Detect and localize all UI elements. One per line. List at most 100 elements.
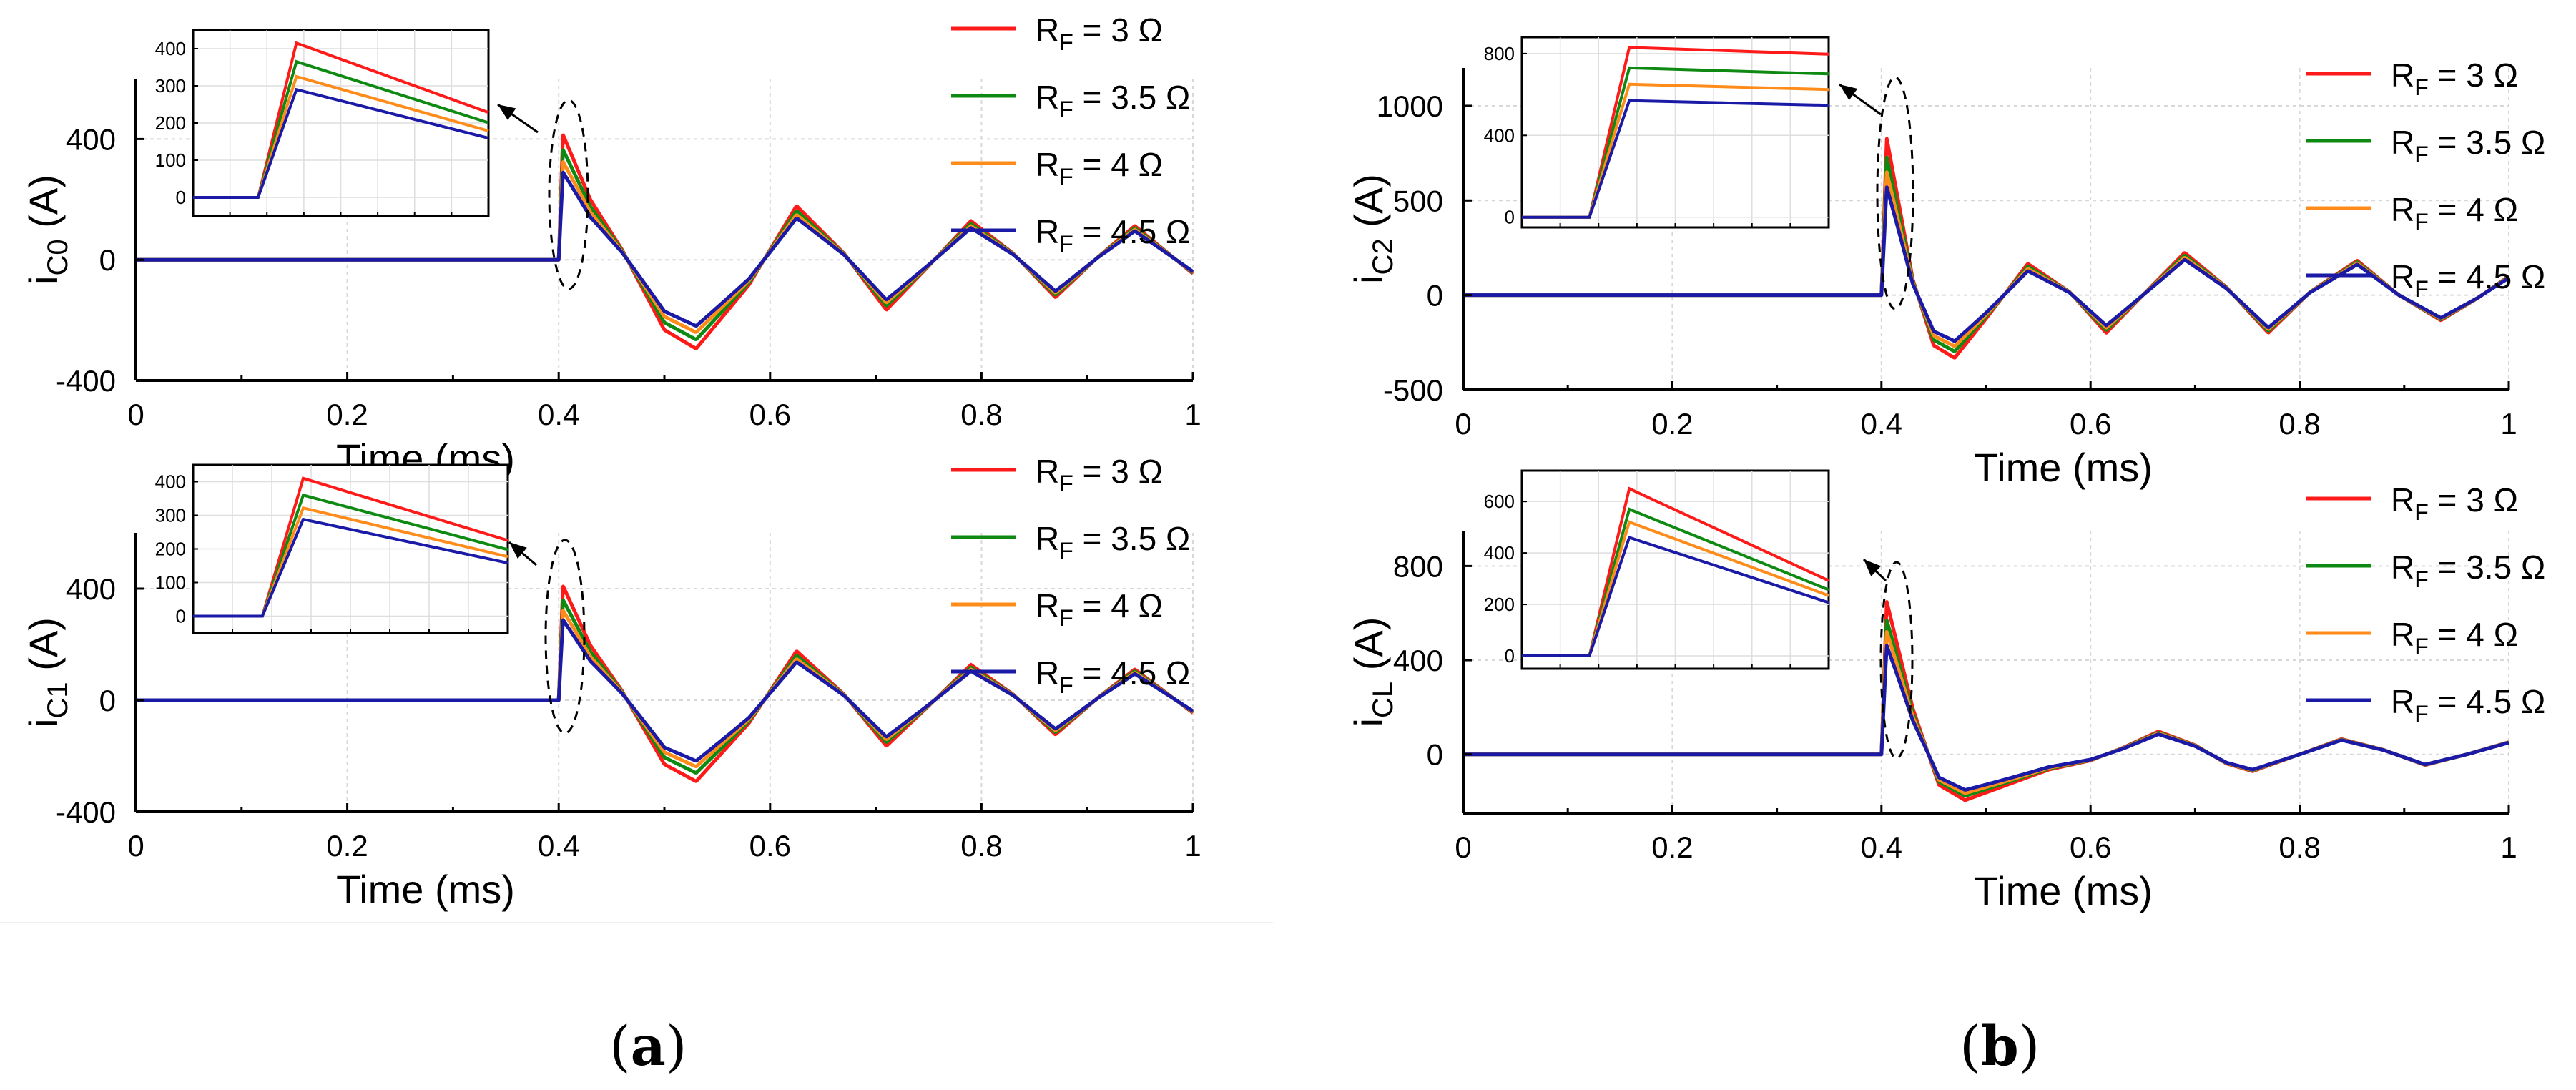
legend: RF = 3 ΩRF = 3.5 ΩRF = 4 ΩRF = 4.5 Ω — [2306, 57, 2545, 302]
legend-item: RF = 4 Ω — [951, 587, 1163, 631]
y-axis-label-sub: C1 — [42, 682, 74, 718]
zoom-arrow-head — [498, 104, 516, 120]
legend-value: = 4.5 Ω — [2429, 258, 2546, 295]
y-axis-label-unit: (A) — [1346, 174, 1391, 238]
y-axis-label-main: i — [21, 718, 66, 727]
inset-y-tick-label: 400 — [155, 38, 186, 59]
series-line — [136, 609, 1194, 768]
legend-item: RF = 3.5 Ω — [951, 79, 1190, 122]
y-tick-label: 400 — [66, 572, 116, 606]
legend: RF = 3 Ω RF = 3.5 Ω RF = 4 Ω RF = 4.5 Ω — [2306, 481, 2545, 727]
x-tick-label: 0 — [1455, 830, 1471, 864]
zoom-arrow-head — [509, 542, 527, 559]
legend-label: RF = 3 Ω — [2391, 481, 2518, 525]
legend-label: RF = 3.5 Ω — [2391, 124, 2545, 167]
legend-label: RF = 4.5 Ω — [2391, 683, 2545, 727]
legend-value: = 4.5 Ω — [1073, 213, 1191, 250]
inset-y-tick-label: 400 — [1484, 542, 1515, 564]
x-tick-label: 1 — [1184, 398, 1201, 431]
y-axis-label-main: i — [1346, 275, 1391, 283]
chart-iCL: 0 0.2 0.4 0.6 0.8 1 0 400 800 Time (ms) iCL (A) 0 20… — [1346, 469, 2545, 913]
legend-symbol: R — [1036, 79, 1059, 116]
x-axis-label: Time (ms) — [1974, 445, 2153, 490]
legend-subscript: F — [2414, 74, 2429, 100]
x-tick-label: 0.8 — [2278, 830, 2320, 864]
x-tick-label: 0.2 — [326, 398, 368, 431]
inset-series-line — [193, 517, 508, 618]
x-tick-label: 0.4 — [1861, 407, 1902, 441]
legend-label: RF = 3.5 Ω — [2391, 549, 2545, 592]
legend-subscript: F — [1059, 29, 1073, 55]
legend-label: RF = 3.5 Ω — [1036, 79, 1190, 122]
inset-y-tick-label: 800 — [1484, 43, 1515, 64]
legend-symbol: R — [1036, 587, 1059, 624]
inset-y-tick-label: 200 — [155, 539, 186, 560]
y-tick-label: 0 — [1427, 738, 1443, 772]
inset-iC1: 0 100 200 300 400 — [155, 463, 509, 634]
inset-series-line — [1522, 99, 1829, 219]
legend-symbol: R — [1036, 520, 1059, 557]
legend-value: = 3 Ω — [1073, 453, 1163, 490]
legend-subscript: F — [1059, 538, 1073, 564]
legend-symbol: R — [2391, 258, 2414, 295]
inset-iC2: 0 400 800 — [1484, 36, 1830, 229]
y-axis-label-unit: (A) — [21, 617, 66, 682]
inset-y-tick-label: 200 — [1484, 594, 1515, 615]
legend-value: = 4.5 Ω — [2429, 683, 2546, 720]
y-axis-label: iC1 (A) — [21, 617, 74, 727]
x-tick-label: 0.6 — [2070, 407, 2111, 441]
y-tick-label: 0 — [99, 684, 116, 717]
legend-subscript: F — [1059, 231, 1073, 257]
y-axis-label-unit: (A) — [1346, 617, 1391, 682]
x-tick-label: 0 — [127, 398, 144, 431]
zoom-arrow-head — [1839, 84, 1858, 101]
legend-item: RF = 4.5 Ω — [951, 654, 1190, 698]
inset-y-tick-label: 0 — [176, 606, 186, 627]
y-tick-label: -400 — [56, 795, 116, 829]
legend: RF = 3 ΩRF = 3.5 ΩRF = 4 ΩRF = 4.5 Ω — [951, 453, 1190, 698]
legend-subscript: F — [2414, 701, 2429, 727]
legend-label: RF = 4 Ω — [1036, 587, 1163, 631]
y-axis-label-sub: CL — [1367, 682, 1399, 718]
series-line — [136, 170, 1194, 328]
series-group — [1463, 137, 2510, 360]
y-axis-label: iC2 (A) — [1346, 174, 1399, 284]
y-tick-label: -500 — [1383, 373, 1443, 407]
legend-value: = 4.5 Ω — [1073, 654, 1191, 692]
series-line — [1463, 644, 2510, 792]
x-tick-label: 0.4 — [1861, 830, 1902, 864]
x-tick-label: 0.2 — [1651, 830, 1693, 864]
inset-y-tick-label: 400 — [1484, 124, 1515, 146]
y-tick-label: 400 — [66, 122, 116, 156]
legend-item: RF = 4.5 Ω — [2306, 258, 2545, 302]
series-group — [136, 133, 1194, 350]
legend-value: = 4 Ω — [1073, 587, 1163, 624]
legend-value: = 3 Ω — [2429, 57, 2518, 94]
legend-label: RF = 3.5 Ω — [1036, 520, 1190, 564]
legend-subscript: F — [1059, 672, 1073, 698]
chart-iC1: 0 0.2 0.4 0.6 0.8 1 -400 0 400 Time (ms) iC1 (A) 0 1… — [21, 453, 1201, 912]
legend-item: RF = 3 Ω — [951, 453, 1163, 496]
inset-iC0: 0 100 200 300 400 — [155, 29, 490, 217]
legend-symbol: R — [2391, 57, 2414, 94]
zoom-ellipse — [544, 539, 586, 735]
legend-item: RF = 3.5 Ω — [2306, 124, 2545, 167]
legend-label: RF = 4 Ω — [2391, 616, 2518, 659]
x-tick-label: 0.8 — [960, 829, 1002, 863]
legend-value: = 4 Ω — [2429, 616, 2518, 653]
x-tick-label: 0.2 — [1651, 407, 1693, 441]
legend-subscript: F — [2414, 142, 2429, 167]
y-axis-label-main: i — [21, 275, 66, 284]
legend-item: RF = 4 Ω — [951, 146, 1163, 190]
legend-item: RF = 3 Ω — [951, 11, 1163, 55]
inset-y-tick-label: 300 — [155, 505, 186, 526]
inset-series-line — [193, 87, 489, 199]
x-axis-label: Time (ms) — [1974, 868, 2153, 913]
legend-value: = 3.5 Ω — [1073, 79, 1191, 116]
legend: RF = 3 ΩRF = 3.5 ΩRF = 4 ΩRF = 4.5 Ω — [951, 11, 1190, 257]
series-line — [1463, 185, 2510, 343]
legend-label: RF = 3 Ω — [1036, 453, 1163, 496]
